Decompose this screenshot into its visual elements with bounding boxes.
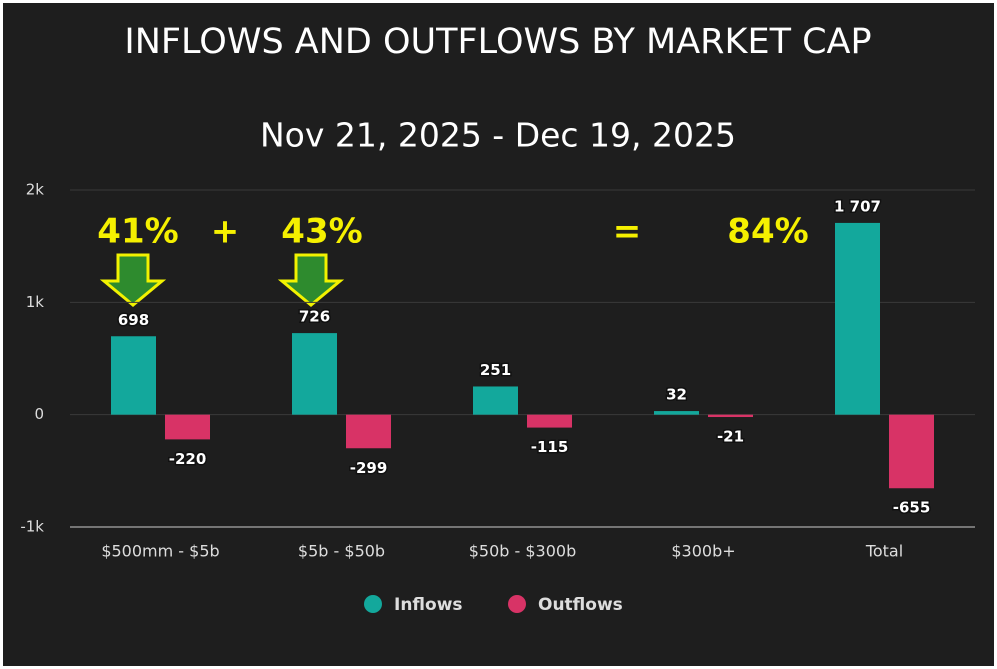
bar <box>165 414 210 440</box>
bar <box>346 414 391 449</box>
y-tick-label: 0 <box>34 405 44 423</box>
value-label: 251 <box>480 361 511 379</box>
annotation: 41% <box>97 212 178 252</box>
bar <box>473 386 518 415</box>
x-tick-label: $5b - $50b <box>298 542 385 561</box>
bar <box>654 411 699 415</box>
arrow <box>277 253 345 307</box>
arrow <box>99 253 167 307</box>
y-tick-label: -1k <box>20 518 44 536</box>
annotation: 84% <box>727 212 808 252</box>
y-tick-label: 2k <box>26 181 45 199</box>
y-tick-label: 1k <box>26 293 45 311</box>
x-tick-label: $50b - $300b <box>469 542 577 561</box>
bar <box>835 222 880 415</box>
value-label: 1 707 <box>834 197 881 215</box>
legend-label: Inflows <box>394 595 463 615</box>
value-label: -655 <box>893 499 931 517</box>
value-label: -299 <box>350 459 388 477</box>
value-label: 32 <box>666 386 687 404</box>
value-label: -220 <box>169 450 207 468</box>
chart-subtitle: Nov 21, 2025 - Dec 19, 2025 <box>260 116 736 155</box>
arrows <box>99 253 345 307</box>
bar <box>292 333 337 415</box>
value-label: 726 <box>299 308 330 326</box>
annotation: 43% <box>281 212 362 252</box>
background <box>3 3 994 666</box>
value-label: -115 <box>531 438 569 456</box>
annotation: + <box>211 212 240 252</box>
bar <box>527 414 572 428</box>
x-tick-label: Total <box>865 542 903 561</box>
bar <box>111 336 156 415</box>
bar <box>708 414 753 418</box>
legend-label: Outflows <box>538 595 623 615</box>
x-tick-label: $500mm - $5b <box>101 542 219 561</box>
value-label: -21 <box>717 428 744 446</box>
value-label: 698 <box>118 311 149 329</box>
annotation: = <box>613 212 642 252</box>
chart-title: INFLOWS AND OUTFLOWS BY MARKET CAP <box>124 22 871 62</box>
bar <box>889 414 934 489</box>
legend-swatch <box>508 595 526 613</box>
x-tick-label: $300b+ <box>671 542 735 561</box>
legend-swatch <box>364 595 382 613</box>
